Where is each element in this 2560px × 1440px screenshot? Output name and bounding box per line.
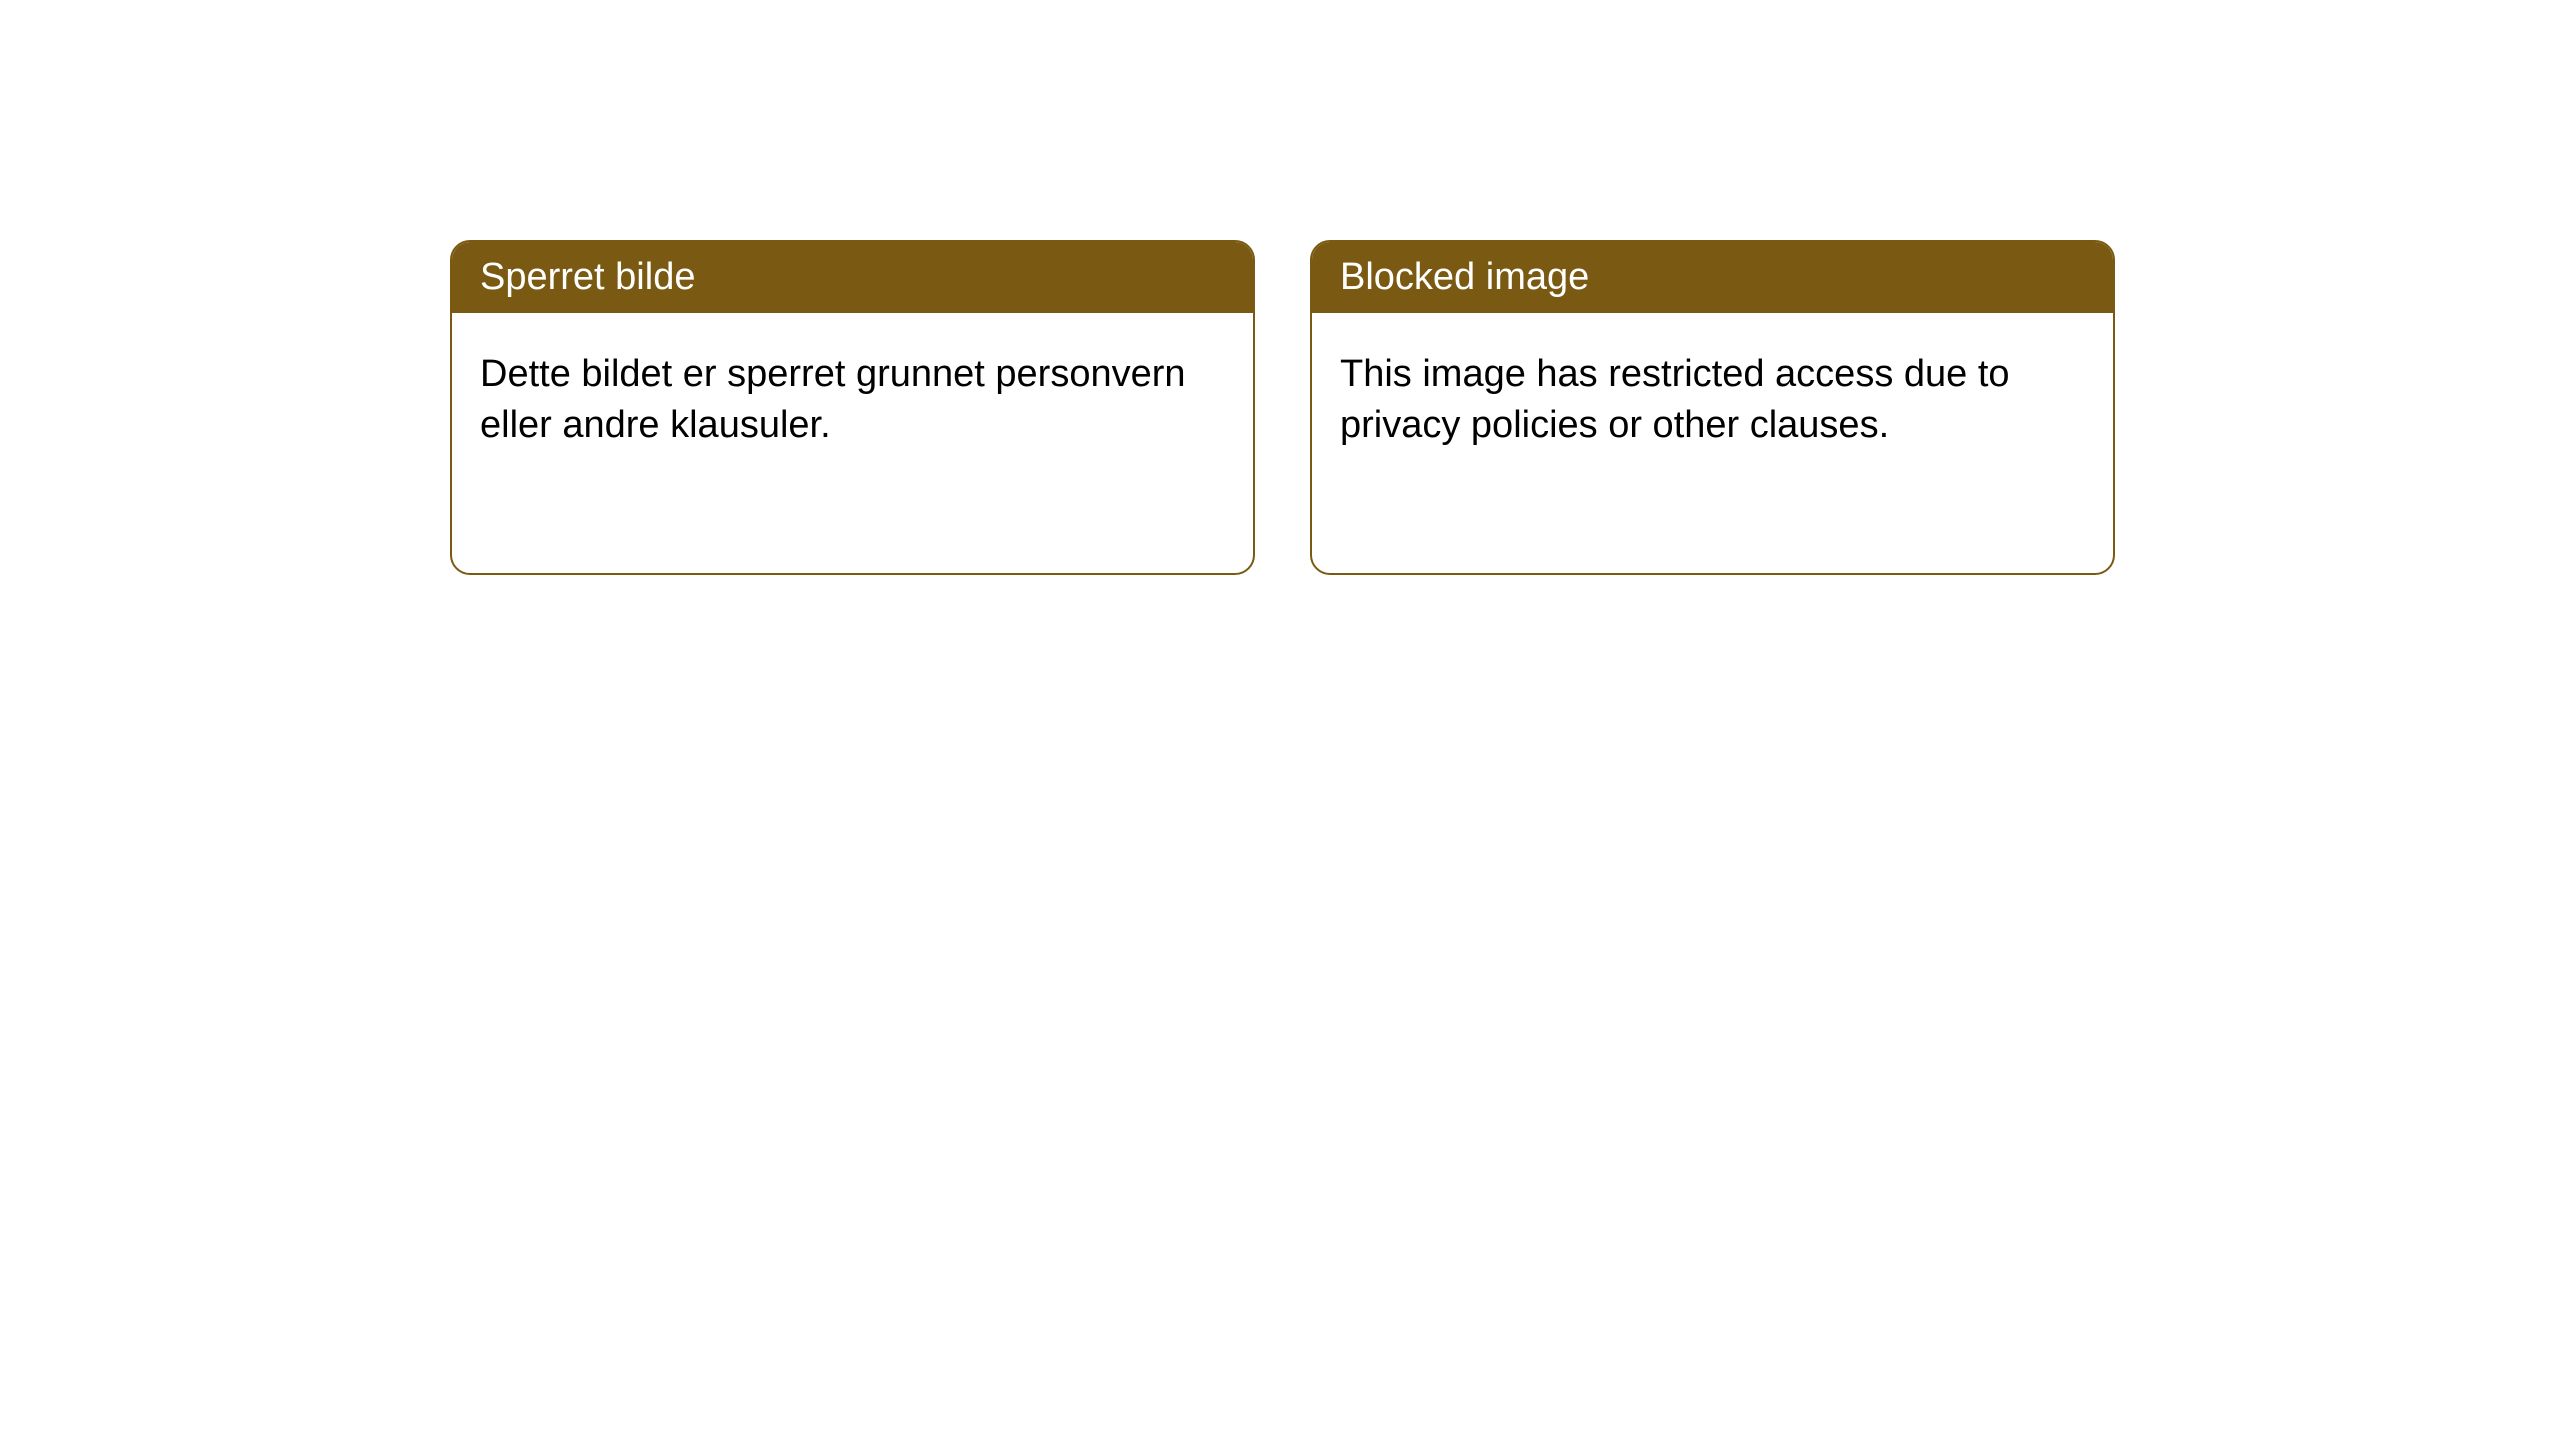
card-body: Dette bildet er sperret grunnet personve… bbox=[452, 313, 1253, 488]
card-title: Sperret bilde bbox=[480, 256, 695, 298]
notice-container: Sperret bilde Dette bildet er sperret gr… bbox=[450, 240, 2115, 575]
card-header: Sperret bilde bbox=[452, 242, 1253, 313]
card-body-text: This image has restricted access due to … bbox=[1340, 353, 2010, 446]
card-body: This image has restricted access due to … bbox=[1312, 313, 2113, 488]
card-header: Blocked image bbox=[1312, 242, 2113, 313]
notice-card-english: Blocked image This image has restricted … bbox=[1310, 240, 2115, 575]
card-title: Blocked image bbox=[1340, 256, 1589, 298]
notice-card-norwegian: Sperret bilde Dette bildet er sperret gr… bbox=[450, 240, 1255, 575]
card-body-text: Dette bildet er sperret grunnet personve… bbox=[480, 353, 1186, 446]
